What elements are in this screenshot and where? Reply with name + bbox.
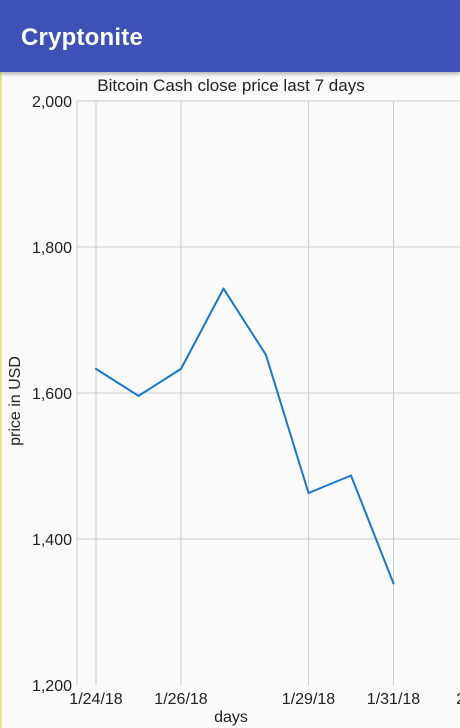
chart-series	[95, 287, 395, 585]
chart-title: Bitcoin Cash close price last 7 days	[97, 76, 364, 95]
data-point	[222, 287, 225, 290]
data-point	[180, 367, 182, 370]
y-tick-label: 1,400	[32, 532, 72, 549]
x-axis-label: days	[214, 709, 248, 726]
y-axis-ticks: 1,200 1,400 1,600 1,800 2,000	[32, 94, 72, 695]
chart-grid	[76, 100, 460, 685]
y-tick-label: 2,000	[32, 94, 72, 111]
app-bar: Cryptonite	[0, 0, 460, 72]
data-point	[350, 474, 352, 477]
data-point	[307, 492, 310, 494]
x-axis-ticks: 1/24/18 1/26/18 1/29/18 1/31/18 2/2/18	[69, 691, 460, 708]
y-tick-label: 1,800	[32, 240, 72, 257]
y-tick-label: 1,600	[32, 386, 72, 403]
price-line-chart: Bitcoin Cash close price last 7 days 1,2…	[7, 76, 460, 726]
x-tick-label: 1/26/18	[154, 691, 207, 708]
app-title: Cryptonite	[21, 24, 143, 51]
data-point	[265, 354, 267, 356]
series-line	[95, 287, 395, 584]
x-tick-label: 1/31/18	[367, 691, 420, 708]
data-point	[137, 394, 140, 397]
y-tick-label: 1,200	[32, 678, 72, 695]
x-tick-label: 1/24/18	[69, 691, 122, 708]
y-axis-label: price in USD	[7, 356, 24, 446]
data-point	[392, 582, 395, 585]
x-tick-label: 2/2/18	[456, 691, 460, 708]
chart-area: Bitcoin Cash close price last 7 days 1,2…	[0, 72, 460, 728]
data-point	[95, 367, 97, 370]
x-tick-label: 1/29/18	[282, 691, 335, 708]
